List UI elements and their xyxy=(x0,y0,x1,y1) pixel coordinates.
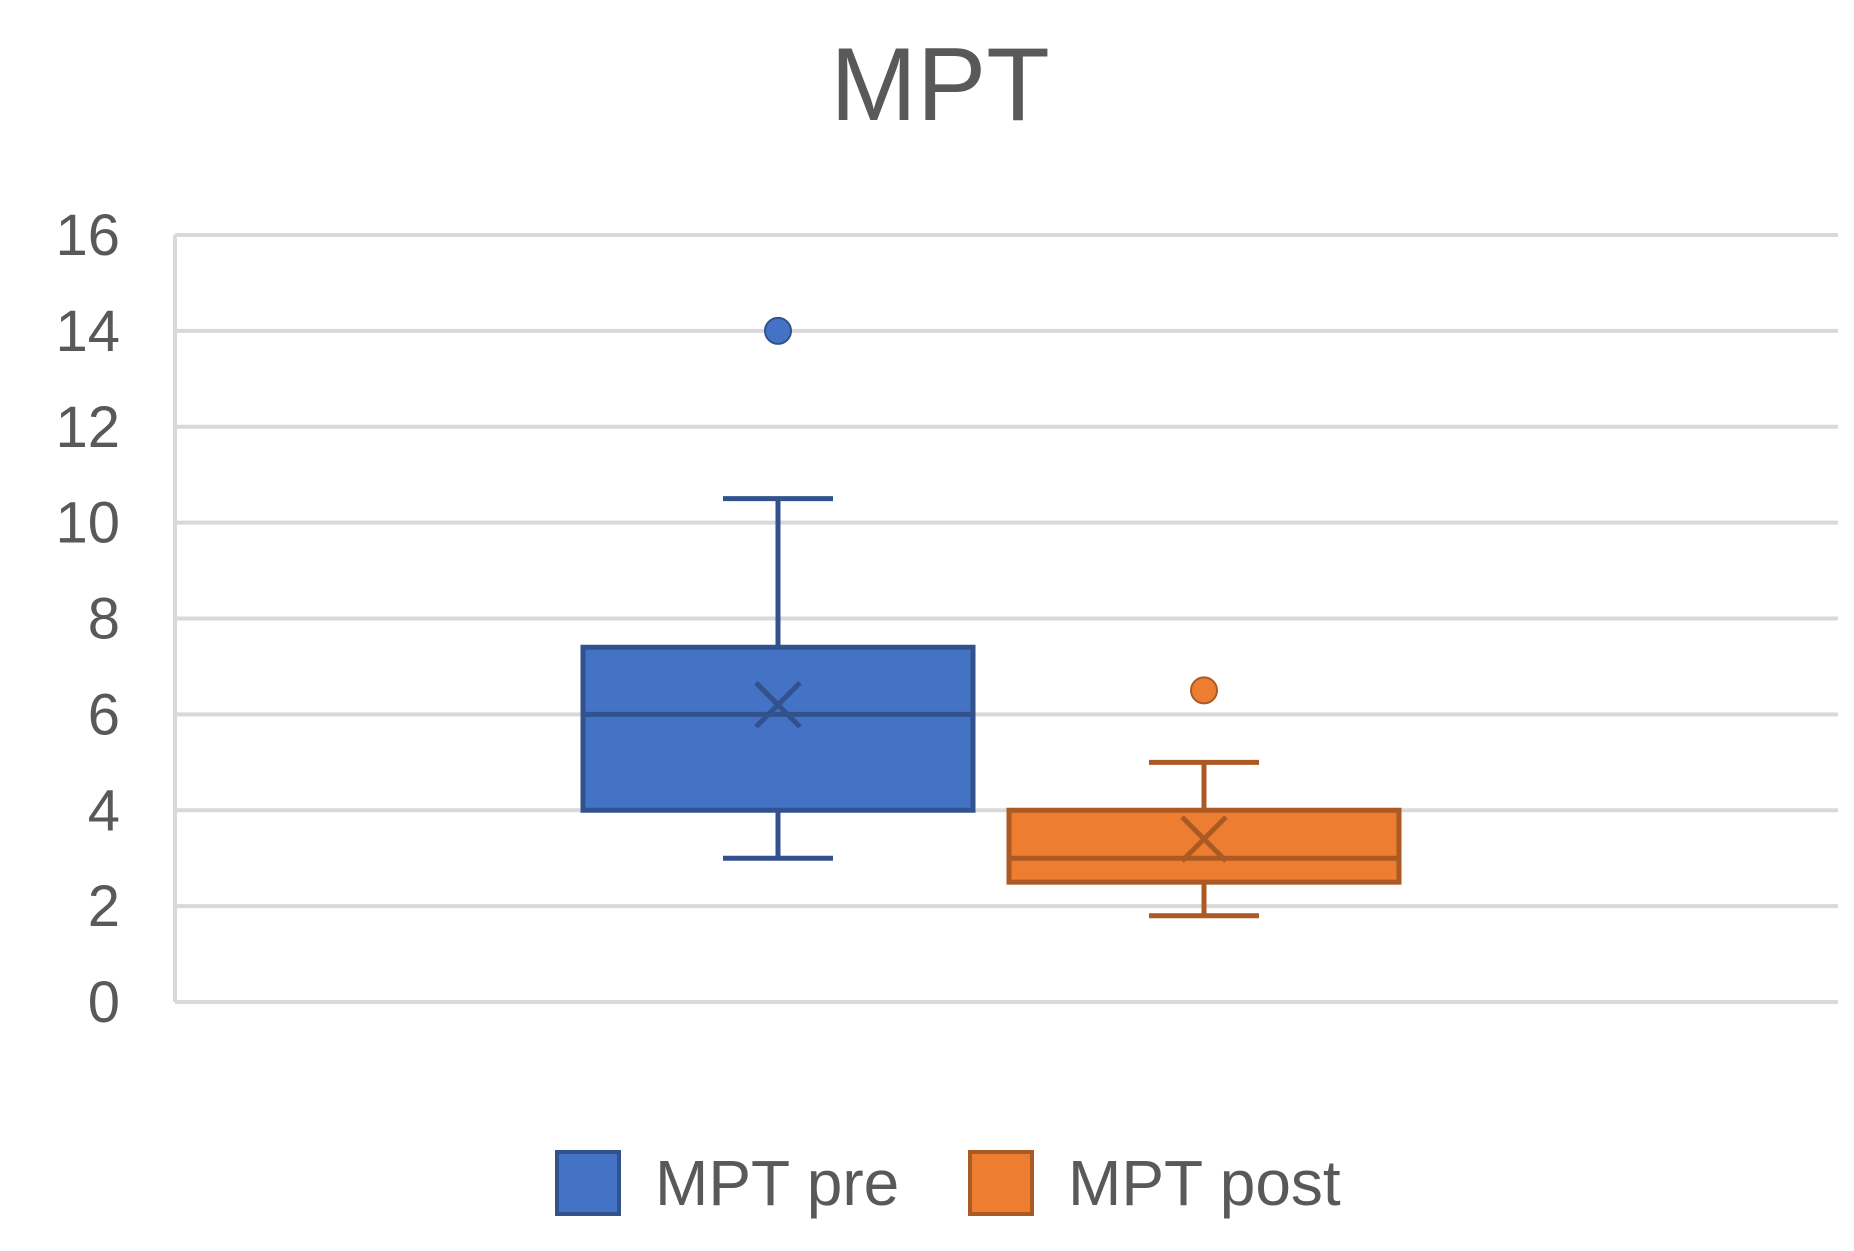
y-axis-ticks: 0 2 4 6 8 10 12 14 16 xyxy=(55,203,120,1035)
legend: MPT pre MPT post xyxy=(555,1147,1341,1219)
y-tick-label: 2 xyxy=(88,874,120,939)
y-tick-label: 10 xyxy=(55,491,120,556)
y-tick-label: 16 xyxy=(55,203,120,268)
iqr-box xyxy=(1006,807,1402,885)
outlier-point xyxy=(764,316,792,345)
box-series xyxy=(580,316,1402,919)
legend-label: MPT post xyxy=(1068,1147,1341,1219)
mean-marker xyxy=(1180,815,1228,863)
box-series-post xyxy=(1006,676,1402,919)
outlier-point xyxy=(1190,676,1218,705)
legend-item-post: MPT post xyxy=(968,1147,1341,1219)
legend-item-pre: MPT pre xyxy=(555,1147,899,1219)
legend-label: MPT pre xyxy=(655,1147,899,1219)
y-tick-label: 14 xyxy=(55,299,120,364)
box-series-pre xyxy=(580,316,976,861)
gridlines xyxy=(173,233,1838,1004)
y-tick-label: 8 xyxy=(88,587,120,652)
mean-marker xyxy=(754,681,802,729)
y-tick-label: 4 xyxy=(88,778,120,843)
chart-title: MPT xyxy=(830,27,1050,143)
iqr-box xyxy=(580,644,976,813)
y-tick-label: 6 xyxy=(88,682,120,747)
legend-swatch xyxy=(555,1150,621,1216)
legend-swatch xyxy=(968,1150,1034,1216)
y-tick-label: 12 xyxy=(55,395,120,460)
y-tick-label: 0 xyxy=(88,970,120,1035)
